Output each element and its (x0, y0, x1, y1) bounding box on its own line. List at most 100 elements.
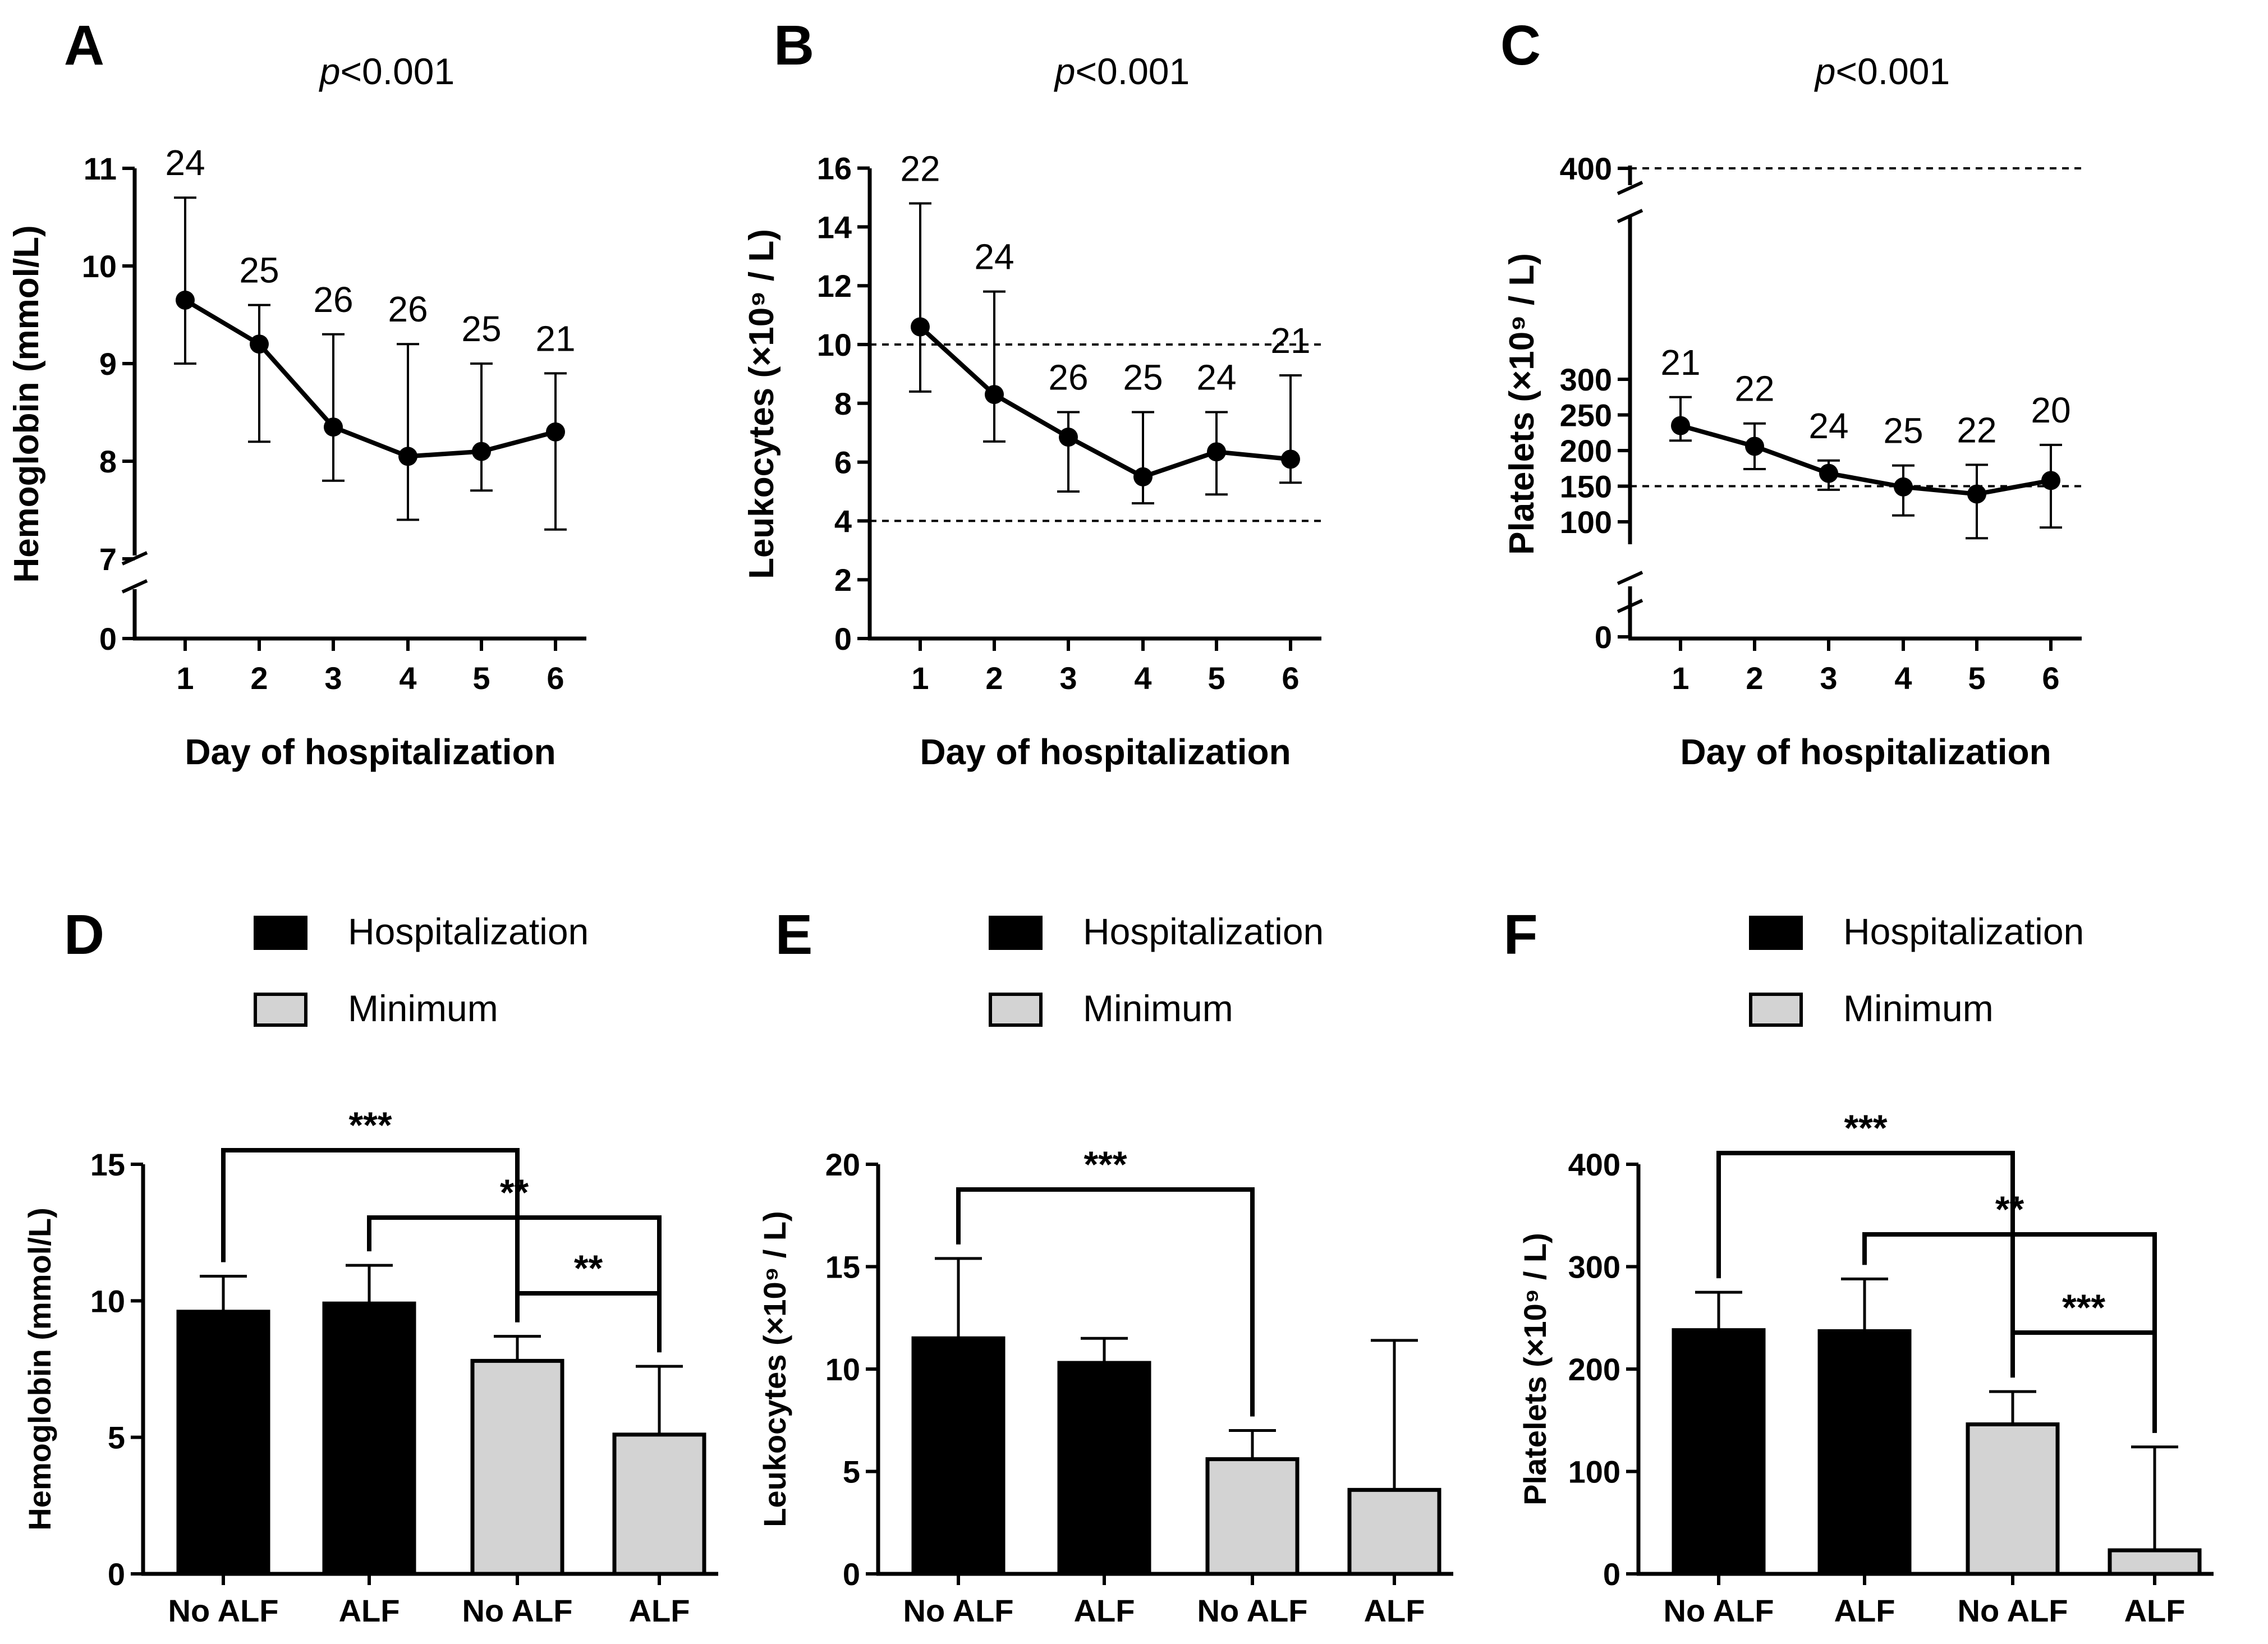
x-tick-label: 6 (1282, 660, 1299, 696)
x-tick-label: 2 (985, 660, 1003, 696)
x-axis-label: Day of hospitalization (185, 732, 555, 772)
series-line (183, 298, 557, 459)
data-point (2041, 471, 2060, 490)
significance-label: *** (2062, 1287, 2105, 1328)
bar (911, 1336, 1006, 1576)
y-tick-label: 20 (825, 1147, 860, 1182)
chart-title: p<0.001 (319, 50, 454, 92)
chart-title-value: <0.001 (341, 50, 455, 92)
y-tick-label: 15 (90, 1147, 125, 1182)
bar (2108, 1548, 2202, 1576)
legend-label-hospitalization: Hospitalization (1843, 911, 2084, 952)
y-tick-label: 10 (817, 327, 852, 362)
y-tick-label: 10 (90, 1283, 125, 1319)
legend-label-minimum: Minimum (348, 988, 498, 1029)
chart-title-p: p (319, 50, 341, 92)
legend-swatch-minimum (1749, 993, 1803, 1027)
data-point (1745, 437, 1764, 456)
bar (612, 1432, 706, 1576)
bar (1672, 1328, 1766, 1576)
y-tick-label: 16 (817, 151, 852, 186)
y-tick-label: 8 (99, 444, 117, 479)
y-tick-label: 400 (1560, 151, 1612, 186)
n-label: 24 (165, 143, 205, 183)
y-tick-label: 150 (1560, 469, 1612, 504)
n-label: 22 (900, 148, 940, 189)
series-line (919, 325, 1291, 480)
bar (1966, 1422, 2060, 1576)
panel-letter: D (64, 903, 104, 966)
x-tick-label: No ALF (1197, 1593, 1308, 1628)
data-point (250, 334, 269, 354)
data-point (1671, 416, 1690, 435)
x-tick-label: 2 (250, 660, 268, 696)
chart-title-p: p (1054, 50, 1076, 92)
y-axis-label: Hemoglobin (mmol/L) (22, 1207, 57, 1531)
x-tick-label: ALF (1074, 1593, 1135, 1628)
axis-break-mark (1617, 599, 1643, 613)
x-tick-label: 1 (911, 660, 929, 696)
data-point (1207, 442, 1226, 462)
x-tick-label: 4 (1894, 660, 1912, 696)
y-tick-label: 14 (817, 209, 852, 245)
chart-title: p<0.001 (1814, 50, 1950, 92)
legend-label-hospitalization: Hospitalization (1083, 911, 1324, 952)
bar (1347, 1487, 1441, 1576)
y-tick-label: 5 (843, 1454, 860, 1490)
x-tick-label: 5 (1968, 660, 1985, 696)
x-axis-label: Day of hospitalization (1680, 732, 2051, 772)
y-tick-label: 2 (834, 562, 852, 598)
n-label: 25 (1123, 357, 1163, 398)
y-tick-label: 10 (82, 249, 117, 284)
x-tick-label: No ALF (903, 1593, 1014, 1628)
y-tick-label: 250 (1560, 398, 1612, 433)
n-label: 21 (1270, 320, 1310, 361)
n-label: 26 (313, 279, 353, 320)
x-tick-label: 3 (1820, 660, 1837, 696)
bar (470, 1358, 564, 1576)
bar (322, 1301, 416, 1576)
n-label: 22 (1957, 410, 1996, 450)
significance-bracket (367, 1215, 662, 1353)
n-label: 25 (1883, 411, 1923, 451)
axis-break-mark (121, 579, 148, 594)
significance-bracket (1716, 1151, 2015, 1378)
y-tick-label: 0 (834, 621, 852, 656)
n-label: 25 (239, 250, 279, 291)
x-tick-label: 3 (1059, 660, 1077, 696)
x-tick-label: ALF (629, 1593, 690, 1628)
bar (1817, 1329, 1912, 1576)
y-tick-label: 200 (1568, 1352, 1620, 1387)
x-tick-label: ALF (2124, 1593, 2186, 1628)
x-tick-label: 6 (547, 660, 564, 696)
x-tick-label: ALF (1834, 1593, 1895, 1628)
n-label: 20 (2031, 390, 2070, 430)
legend-swatch-minimum (254, 993, 307, 1027)
x-tick-label: ALF (1364, 1593, 1425, 1628)
axis-break-mark (1617, 571, 1643, 585)
n-label: 21 (535, 318, 575, 359)
y-axis-label: Platelets (×10⁹ / L) (1503, 253, 1541, 555)
y-axis-label: Leukocytes (×10⁹ / L) (742, 229, 781, 579)
y-tick-label: 300 (1568, 1250, 1620, 1285)
y-tick-label: 7 (99, 541, 117, 577)
y-axis-label: Leukocytes (×10⁹ / L) (757, 1211, 792, 1527)
data-point (1967, 484, 1986, 504)
y-tick-label: 12 (817, 268, 852, 304)
legend-label-minimum: Minimum (1083, 988, 1233, 1029)
y-tick-label: 100 (1568, 1454, 1620, 1490)
y-tick-label: 300 (1560, 362, 1612, 397)
y-tick-label: 0 (99, 621, 117, 656)
significance-label: *** (348, 1104, 392, 1146)
legend-swatch-hospitalization (989, 916, 1043, 950)
series-line (1679, 423, 2051, 497)
data-point (398, 447, 417, 466)
x-tick-label: 1 (1672, 660, 1689, 696)
n-label: 21 (1660, 342, 1700, 383)
n-label: 25 (461, 309, 501, 349)
x-tick-label: 5 (472, 660, 490, 696)
n-label: 26 (388, 289, 428, 329)
